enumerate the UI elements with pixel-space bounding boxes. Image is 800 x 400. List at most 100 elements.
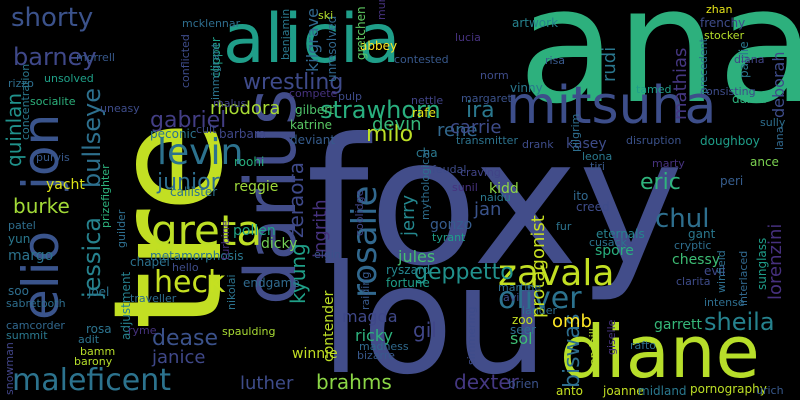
- word-purvis: purvis: [36, 151, 70, 164]
- word-rizzo: rizzo: [8, 77, 34, 90]
- word-handbill: handbill: [587, 328, 600, 372]
- word-jerry: jerry: [398, 194, 419, 236]
- word-roohi: roohi: [234, 155, 265, 169]
- word-omb: omb: [552, 311, 592, 332]
- word-benjamin: benjamin: [279, 8, 292, 60]
- word-gretchen: gretchen: [354, 6, 368, 60]
- word-sully: sully: [760, 116, 786, 129]
- word-heck: heck: [154, 265, 226, 300]
- word-immigrant: immigrant: [209, 42, 222, 100]
- word-bizarre: bizarre: [357, 349, 395, 362]
- word-brien: brien: [508, 377, 539, 391]
- word-cha: cha: [416, 146, 438, 160]
- word-endgame: endgame: [243, 276, 300, 290]
- word-eric: eric: [640, 170, 681, 195]
- word-rafe: rafe: [412, 106, 436, 120]
- word-craving: craving: [460, 166, 501, 179]
- word-margaret: margaret: [461, 92, 512, 105]
- word-dared: dared: [732, 92, 767, 106]
- word-ira: ira: [466, 98, 495, 123]
- word-foxy: foxy: [306, 102, 684, 305]
- word-gil: gil: [413, 318, 437, 342]
- word-chapel: chapel: [130, 255, 170, 269]
- word-feudal: feudal: [432, 163, 467, 176]
- word-levin: levin: [157, 132, 244, 173]
- word-junior: junior: [157, 170, 220, 195]
- word-luther: luther: [240, 373, 294, 394]
- word-fur: fur: [556, 220, 572, 233]
- word-interlaced: interlaced: [737, 250, 750, 306]
- word-pollen: pollen: [233, 223, 276, 239]
- word-sol: sol: [510, 329, 533, 348]
- word-cult: cult: [196, 123, 217, 136]
- word-muratur: muratur: [375, 0, 388, 20]
- word-dicky: dicky: [261, 236, 298, 252]
- word-traveller: traveller: [130, 292, 177, 305]
- word-metamorphosis: metamorphosis: [150, 249, 244, 263]
- word-zeraora: zeraora: [284, 162, 308, 238]
- word-burke: burke: [13, 194, 70, 218]
- word-sabretooth: sabretooth: [6, 297, 66, 310]
- word-lander: lander: [522, 304, 558, 317]
- word-raiding: raiding: [359, 271, 372, 310]
- word-summit: summit: [6, 329, 48, 342]
- word-yun: yun: [8, 232, 31, 246]
- word-janice: janice: [152, 347, 206, 368]
- word-rosa: rosa: [86, 322, 112, 336]
- word-diana: diana: [734, 53, 765, 66]
- word-barony: barony: [74, 355, 113, 368]
- word-clarita: clarita: [676, 275, 711, 288]
- word-devin-visible: devin: [372, 114, 422, 135]
- word-martine: martine: [498, 281, 542, 294]
- word-magda: magda: [342, 307, 398, 326]
- word-mathias: mathias: [670, 47, 691, 120]
- word-turbine: turbine: [219, 220, 232, 260]
- word-carrie-visible: carrie: [450, 117, 502, 138]
- word-morrell: morrell: [76, 51, 115, 64]
- word-shorty: shorty: [11, 3, 94, 33]
- word-stocker: stocker: [704, 29, 745, 42]
- word-seer: seer: [510, 323, 536, 337]
- word-chul: chul: [655, 204, 710, 234]
- word-conflicted: conflicted: [179, 34, 192, 88]
- word-maleficent: maleficent: [12, 363, 172, 398]
- word-chessy: chessy: [672, 252, 721, 268]
- word-ryme: ryme: [128, 324, 157, 337]
- word-concentration: concentration: [19, 63, 32, 140]
- word-jules: jules: [398, 247, 436, 266]
- word-margo: margo: [8, 248, 54, 264]
- word-dease: dease: [152, 326, 218, 351]
- word-rafto: rafto: [630, 339, 656, 352]
- word-deborah: deborah: [769, 51, 788, 118]
- word-tamed: tamed: [636, 83, 672, 96]
- word-geppetto: geppetto: [414, 260, 514, 285]
- word-peri: peri: [720, 174, 744, 188]
- word-diane: diane: [560, 310, 760, 394]
- word-frenchy: frenchy: [700, 16, 746, 30]
- word-reggie: reggie: [234, 179, 279, 195]
- word-sunil: sunil: [452, 181, 478, 194]
- word-joel: joel: [88, 285, 110, 299]
- word-lorenzini: lorenzini: [765, 223, 786, 300]
- word-artwork: artwork: [512, 16, 559, 30]
- word-cryptic: cryptic: [674, 239, 712, 252]
- word-milo: milo: [366, 122, 414, 147]
- word-consisting: consisting: [700, 85, 756, 98]
- word-sheila: sheila: [704, 308, 775, 336]
- word-alicia: alicia: [223, 0, 401, 79]
- word-rhodora: rhodora: [210, 98, 281, 119]
- word-lana: lana: [773, 126, 786, 150]
- word-evil: evil: [704, 264, 726, 278]
- word-protagonist: protagonist: [528, 215, 549, 318]
- word-eternals: eternals: [596, 227, 645, 241]
- word-barbara: barbara: [219, 127, 267, 141]
- word-fortune: fortune: [386, 276, 430, 290]
- word-strawhorn: strawhorn: [320, 96, 441, 124]
- word-giselle: giselle: [605, 319, 618, 355]
- word-abbey: abbey: [360, 39, 398, 53]
- word-patel: patel: [8, 219, 36, 232]
- word-elgin: elgin: [314, 248, 341, 261]
- word-simmering: simmering: [465, 306, 478, 365]
- word-rudi: rudi: [599, 46, 620, 82]
